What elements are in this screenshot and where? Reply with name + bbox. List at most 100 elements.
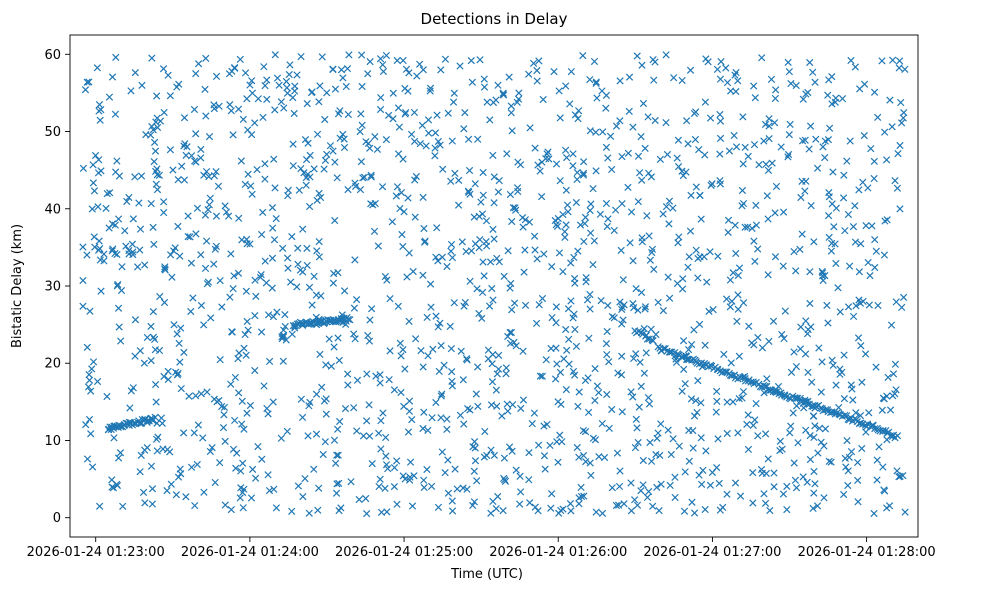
- data-point: [359, 432, 368, 440]
- data-point: [282, 77, 291, 86]
- data-point: [401, 365, 409, 373]
- data-point: [896, 472, 904, 481]
- data-point: [577, 483, 585, 492]
- data-point: [269, 313, 278, 321]
- data-point: [570, 253, 578, 262]
- data-point: [536, 167, 544, 175]
- data-point: [636, 358, 644, 366]
- data-point: [640, 369, 648, 377]
- data-point: [239, 459, 247, 467]
- data-point: [313, 247, 321, 255]
- data-point: [634, 306, 642, 314]
- data-point: [749, 421, 757, 430]
- data-point: [679, 171, 687, 180]
- data-point: [363, 370, 371, 378]
- data-point: [639, 481, 647, 489]
- data-point: [424, 426, 432, 435]
- data-point: [565, 360, 573, 368]
- data-point: [86, 307, 94, 315]
- data-point: [399, 345, 407, 354]
- data-point: [525, 70, 533, 78]
- data-point: [293, 71, 301, 79]
- data-point: [164, 71, 172, 79]
- data-point: [790, 459, 798, 467]
- data-point: [809, 504, 817, 513]
- data-point: [716, 134, 725, 142]
- data-point: [334, 268, 342, 277]
- data-point: [374, 242, 382, 250]
- data-point: [384, 465, 392, 473]
- data-point: [336, 134, 344, 142]
- data-point: [251, 276, 259, 284]
- data-point: [538, 294, 547, 303]
- data-point: [575, 107, 583, 115]
- data-point: [281, 322, 289, 331]
- data-point: [587, 200, 595, 208]
- data-point: [102, 204, 110, 212]
- data-point: [781, 307, 789, 315]
- x-tick-label: 2026-01-24 01:25:00: [335, 545, 473, 560]
- data-point: [131, 173, 139, 181]
- data-point: [706, 248, 714, 256]
- data-point: [212, 242, 220, 250]
- data-point: [184, 212, 192, 220]
- data-point: [597, 296, 605, 305]
- data-point: [235, 389, 243, 397]
- data-point: [315, 98, 323, 106]
- data-point: [454, 201, 463, 209]
- data-point: [408, 415, 416, 424]
- data-point: [270, 485, 278, 493]
- data-point: [602, 340, 611, 348]
- data-point: [494, 188, 503, 196]
- data-point: [330, 269, 338, 278]
- data-point: [480, 272, 488, 280]
- data-point: [189, 294, 197, 302]
- data-point: [219, 423, 228, 432]
- data-point: [727, 359, 735, 367]
- data-point: [515, 95, 523, 103]
- data-point: [631, 444, 640, 452]
- data-point: [834, 284, 842, 292]
- data-point: [368, 459, 376, 468]
- data-point: [302, 155, 311, 164]
- data-point: [382, 433, 390, 442]
- data-point: [83, 251, 91, 259]
- data-point: [336, 417, 344, 426]
- data-point: [158, 419, 166, 427]
- data-point: [738, 202, 746, 210]
- data-point: [402, 108, 410, 117]
- y-tick-label: 30: [44, 280, 61, 295]
- data-point: [832, 204, 841, 212]
- data-point: [105, 224, 113, 232]
- data-point: [766, 506, 774, 515]
- data-point: [242, 351, 250, 359]
- data-point: [358, 82, 366, 91]
- data-point: [855, 186, 863, 194]
- data-point: [697, 434, 705, 442]
- data-point: [716, 177, 724, 185]
- data-point: [466, 406, 474, 414]
- data-point: [574, 247, 582, 255]
- data-point: [684, 345, 693, 354]
- data-point: [201, 85, 209, 94]
- data-point: [653, 434, 661, 443]
- data-point: [482, 217, 491, 225]
- data-point: [437, 66, 445, 74]
- data-point: [728, 297, 736, 305]
- data-point: [389, 89, 397, 97]
- data-point: [404, 87, 412, 95]
- data-point: [515, 89, 523, 97]
- data-point: [641, 144, 649, 153]
- data-point: [127, 387, 135, 395]
- data-point: [334, 110, 343, 118]
- data-point: [806, 122, 815, 130]
- data-point: [796, 345, 805, 353]
- data-point: [870, 157, 878, 166]
- data-point: [180, 114, 189, 122]
- data-point: [434, 137, 442, 146]
- data-point: [382, 51, 391, 60]
- data-point: [200, 488, 208, 496]
- data-point: [508, 127, 516, 135]
- data-point: [279, 244, 287, 253]
- data-point: [840, 394, 848, 403]
